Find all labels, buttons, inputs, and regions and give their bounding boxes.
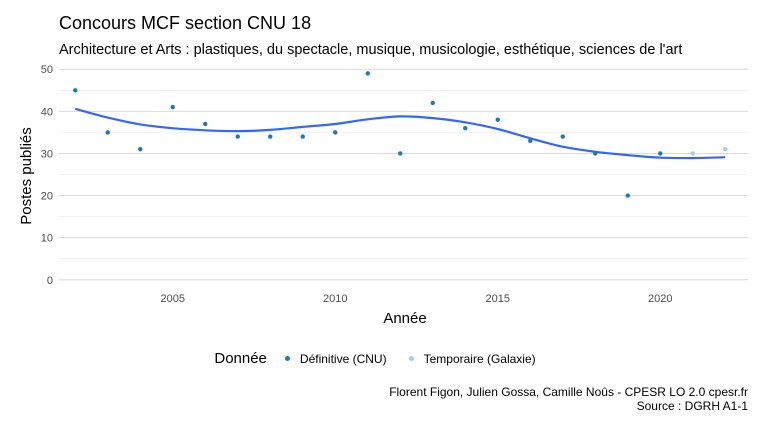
data-point-definitive [170, 104, 175, 110]
x-tick-label: 2005 [161, 293, 185, 305]
chart-title: Concours MCF section CNU 18 [59, 13, 312, 33]
data-point-temporaire [690, 151, 695, 156]
y-tick-label: 0 [47, 275, 53, 287]
legend-label-temporaire: Temporaire (Galaxie) [423, 351, 536, 366]
data-point-definitive [365, 71, 370, 76]
data-point-definitive [463, 125, 468, 131]
data-point-definitive [560, 134, 565, 139]
smooth-trend-line [74, 107, 726, 160]
data-point-definitive [300, 134, 305, 139]
caption-source: Source : DGRH A1-1 [636, 399, 748, 413]
legend-dot-temporaire [408, 356, 414, 361]
chart-plot: 0 10 20 30 40 50 2005 2010 2015 2020 Année Postes… [18, 64, 748, 327]
data-point-definitive [658, 151, 663, 156]
data-point-definitive [528, 138, 533, 144]
data-point-definitive [398, 151, 403, 156]
legend-dot-definitive [284, 356, 290, 361]
data-point-definitive [495, 117, 500, 122]
data-point-definitive [268, 134, 273, 139]
y-tick-label: 20 [41, 191, 53, 203]
y-tick-label: 10 [41, 233, 53, 245]
data-point-definitive [333, 130, 338, 135]
x-axis-title: Année [383, 310, 426, 327]
data-point-definitive [203, 121, 208, 127]
legend-item-definitive: Définitive (CNU) [281, 352, 387, 366]
legend-title: Donnée [214, 350, 267, 367]
grid-lines [59, 68, 748, 281]
caption-authors: Florent Figon, Julien Gossa, Camille Noû… [389, 385, 748, 399]
y-tick-label: 50 [41, 64, 53, 76]
data-point-definitive [235, 134, 240, 139]
x-tick-label: 2010 [323, 293, 347, 305]
legend-label-definitive: Définitive (CNU) [299, 351, 387, 366]
caption: Florent Figon, Julien Gossa, Camille Noû… [389, 385, 748, 413]
data-point-temporaire [723, 147, 728, 152]
chart-subtitle: Architecture et Arts : plastiques, du sp… [59, 42, 683, 58]
data-point-definitive [138, 147, 143, 152]
legend: Donnée Définitive (CNU) Temporaire (Gala… [0, 350, 768, 367]
x-tick-label: 2015 [486, 293, 510, 305]
data-point-definitive [593, 151, 598, 156]
data-point-definitive [105, 130, 110, 135]
y-tick-label: 40 [41, 106, 53, 118]
data-points [73, 71, 728, 198]
data-point-definitive [430, 100, 435, 106]
data-point-definitive [73, 88, 78, 93]
legend-item-temporaire: Temporaire (Galaxie) [405, 352, 536, 366]
y-axis-title: Postes publiés [18, 127, 35, 225]
x-tick-label: 2020 [648, 293, 672, 305]
tick-labels: 0 10 20 30 40 50 2005 2010 2015 2020 [41, 64, 673, 305]
data-point-definitive [625, 193, 630, 198]
y-tick-label: 30 [41, 148, 53, 160]
